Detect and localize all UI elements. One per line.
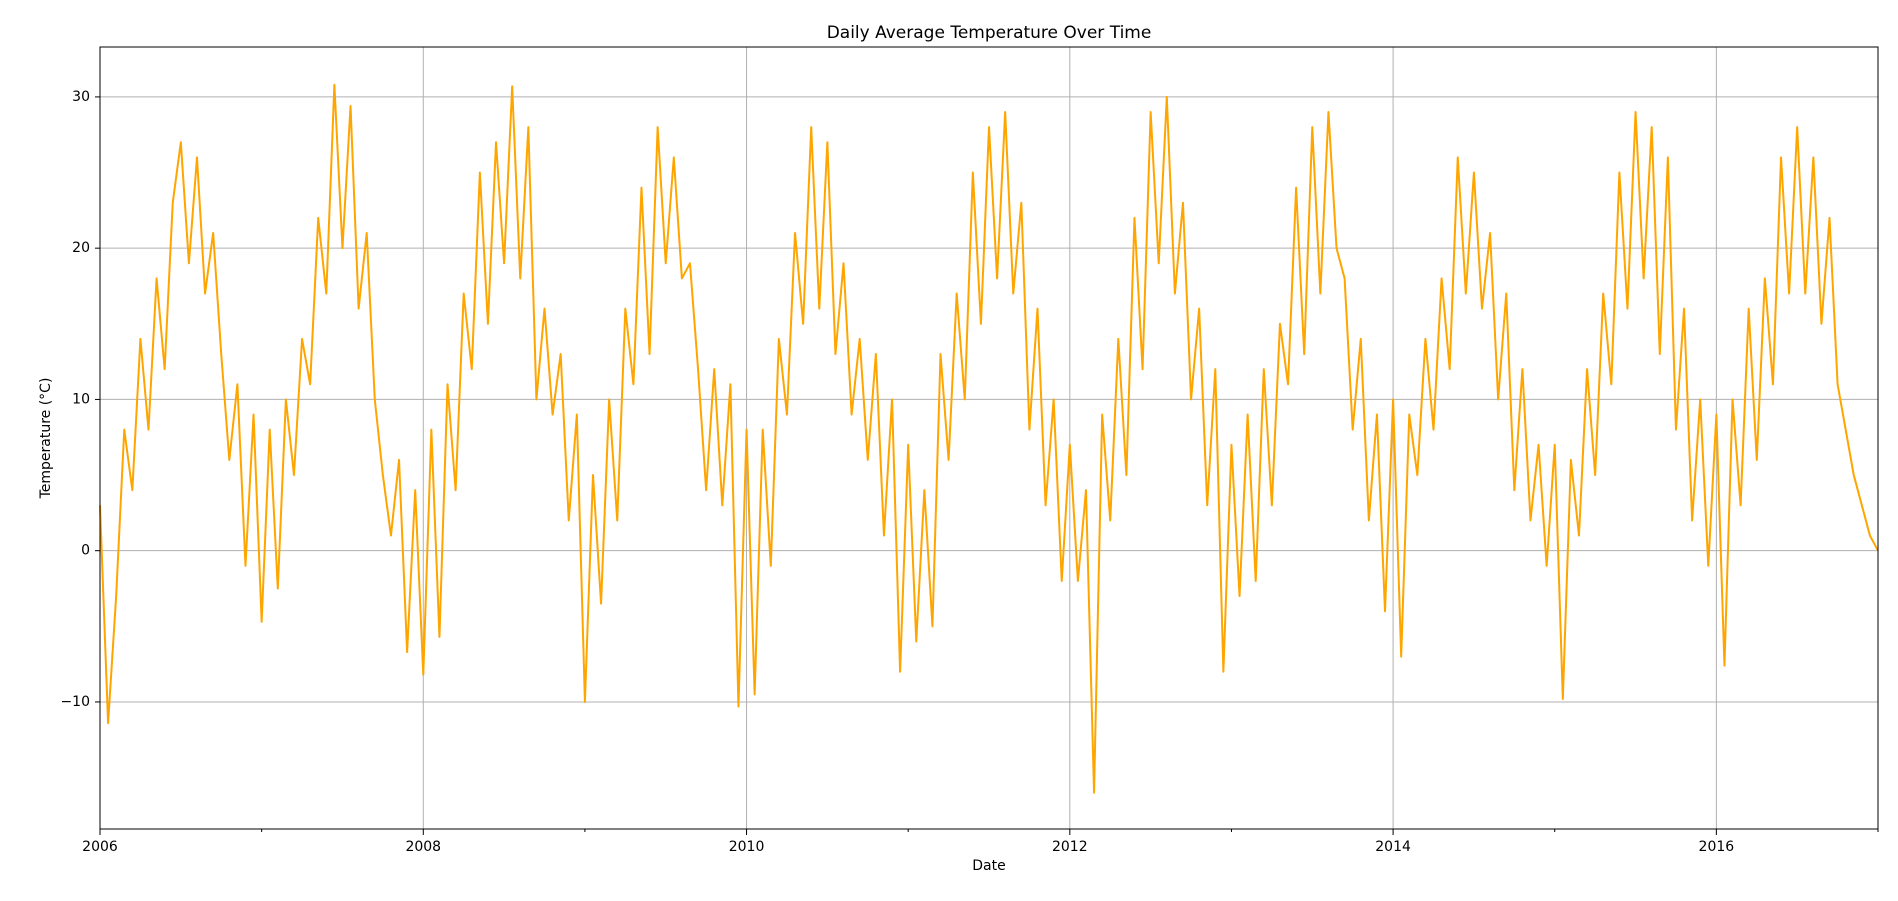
y-tick-label: 10 xyxy=(72,391,90,407)
y-tick-label: 20 xyxy=(72,240,90,256)
plot-frame xyxy=(99,46,1879,830)
y-tick-label: 30 xyxy=(72,89,90,105)
x-tick-label: 2016 xyxy=(1699,839,1735,855)
x-tick-label: 2014 xyxy=(1375,839,1411,855)
x-tick-label: 2008 xyxy=(405,839,441,855)
y-axis-label: Temperature (°C) xyxy=(38,378,54,500)
x-axis-label: Date xyxy=(972,858,1005,874)
chart-title: Daily Average Temperature Over Time xyxy=(827,23,1152,43)
temperature-line xyxy=(99,83,1879,794)
x-tick-label: 2010 xyxy=(729,839,765,855)
x-tick-label: 2006 xyxy=(82,839,118,855)
y-tick-label: 0 xyxy=(81,543,90,559)
y-tick-label: −10 xyxy=(60,694,90,710)
x-tick-label: 2012 xyxy=(1052,839,1088,855)
